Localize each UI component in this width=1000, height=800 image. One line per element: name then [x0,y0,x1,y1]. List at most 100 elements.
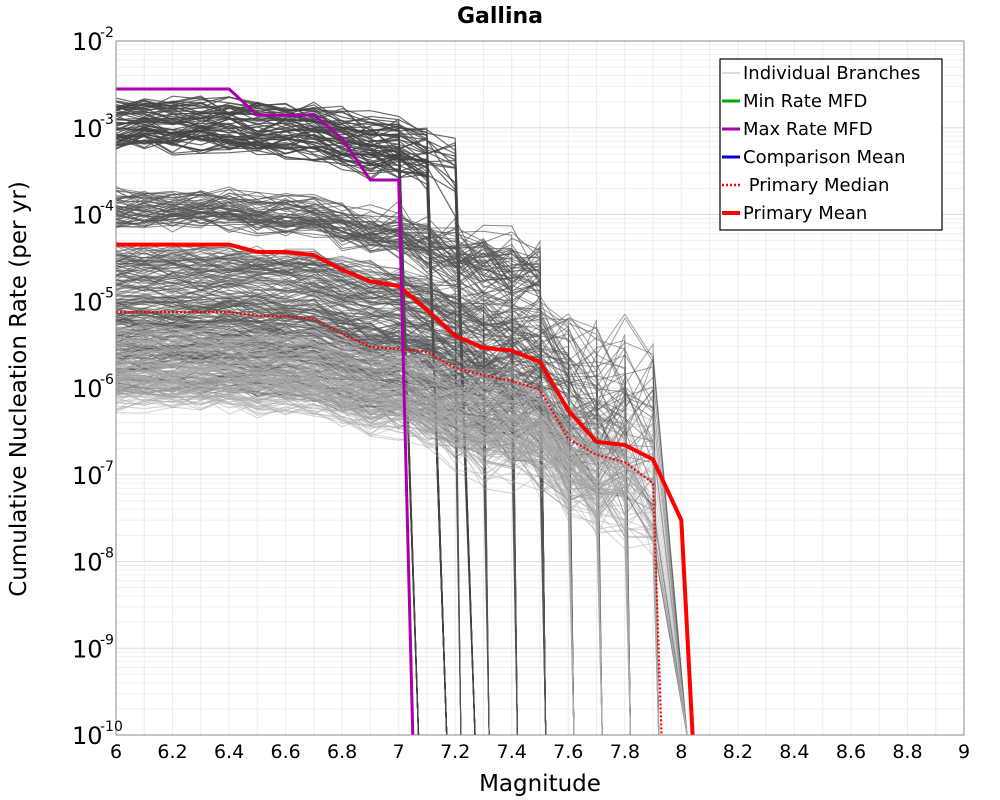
branch-line [115,103,448,736]
legend-label: Individual Branches [743,63,920,84]
y-tick-exponent: -4 [100,199,114,215]
branch-line [115,380,603,736]
branch-line [115,293,462,736]
x-tick-label: 8.2 [723,741,753,763]
legend-box [719,58,943,231]
y-tick-label: 10 [72,288,103,316]
y-tick-exponent: -7 [100,459,114,475]
branch-line [115,251,462,736]
branch-line [115,380,603,736]
branch-line [115,129,476,736]
legend: Individual Branches Min Rate MFD Max Rate … [719,58,943,231]
branch-line [115,338,603,736]
branch-line [115,320,631,736]
branch-line [115,110,476,736]
branch-line [115,96,476,736]
branch-line [115,395,660,736]
x-tick-label: 6.2 [157,741,187,763]
y-tick-label: 10 [72,635,103,663]
branch-line [115,394,660,736]
branch-line [115,274,547,736]
branch-line [115,205,547,736]
branch-line [115,271,518,736]
x-tick-label: 6 [110,741,122,763]
branch-line [115,325,631,736]
branch-line [115,214,547,736]
branch-line [115,284,462,736]
branch-line [115,298,518,736]
x-tick-label: 7.4 [497,741,527,763]
legend-label: Primary Median [743,175,889,196]
branch-line [115,189,547,736]
branch-line [115,194,547,736]
branch-line [115,117,420,736]
x-tick-labels: 6 6.2 6.4 6.6 6.8 7 7.2 7.4 7.6 7.8 8 8.2 8.4 8.6 8.8 9 [110,741,970,763]
branch-line [115,323,603,736]
branch-line [115,337,631,736]
x-axis-label: Magnitude [479,771,601,797]
branch-line [115,301,547,736]
x-tick-label: 8.4 [779,741,809,763]
branch-line [116,367,660,736]
branch-line [115,381,660,736]
branch-line [115,357,603,736]
x-tick-label: 8.8 [892,741,922,763]
branch-line [115,308,547,736]
y-tick-label: 10 [72,722,103,750]
series-primary-median [116,311,663,736]
branch-line [115,131,448,736]
branch-line [115,396,660,736]
branch-line [115,214,547,736]
branch-line [115,128,448,736]
y-tick-exponent: -2 [100,25,114,41]
branch-line [115,112,476,736]
branch-line [115,192,518,736]
branch-line [115,297,631,736]
branch-line [115,130,476,736]
branch-line [115,379,603,736]
y-axis-label: Cumulative Nucleation Rate (per yr) [6,181,32,597]
branch-line [115,112,420,736]
y-tick-label: 10 [72,28,103,56]
branch-line [115,286,660,736]
branch-line [115,283,518,736]
y-tick-label: 10 [72,375,103,403]
y-tick-exponent: -8 [100,546,114,562]
x-tick-label: 8 [675,741,687,763]
y-tick-label: 10 [72,202,103,230]
x-tick-label: 6.4 [214,741,244,763]
branch-line [115,307,660,736]
branch-line [115,100,476,736]
x-tick-label: 6.8 [327,741,357,763]
y-tick-exponent: -3 [100,112,114,128]
branch-line [115,392,631,736]
branch-line [115,190,547,736]
y-tick-label: 10 [72,115,103,143]
branch-line [115,335,631,736]
x-tick-label: 8.6 [836,741,866,763]
branch-line [115,299,631,736]
chart-title: Gallina [457,4,543,29]
branch-line [115,242,490,736]
legend-label: Primary Mean [743,203,867,224]
series-primary-mean [116,242,695,736]
branch-line [115,254,462,736]
series-lines [116,87,695,736]
branch-line [115,358,688,736]
branch-line [115,358,603,736]
branch-line [115,340,603,736]
branch-line [115,321,631,736]
individual-branches [115,95,688,736]
x-tick-label: 9 [958,741,970,763]
branch-line [115,104,448,736]
plot-frame [115,40,965,736]
branch-line [115,343,603,736]
y-tick-exponent: -10 [100,719,123,735]
branch-line [115,200,547,736]
branch-line [115,352,631,736]
branch-line [115,286,518,736]
branch-line [115,138,448,736]
branch-line [115,214,547,736]
